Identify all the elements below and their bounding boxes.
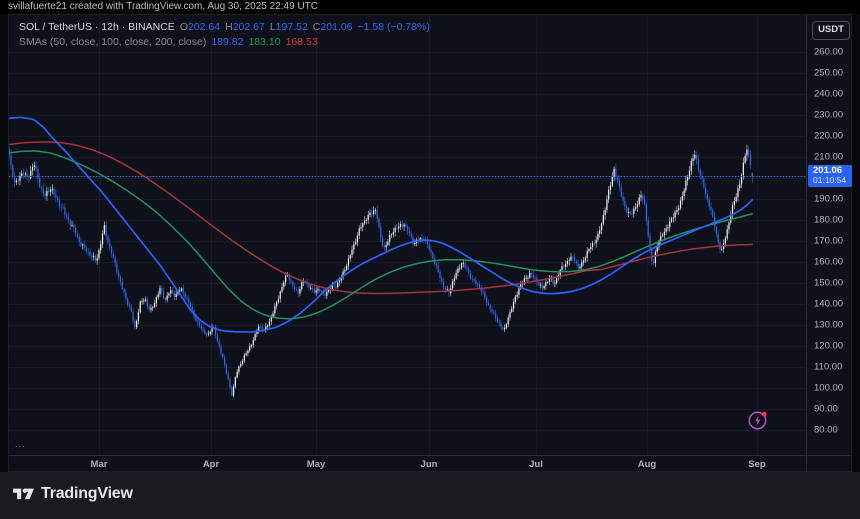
price-scale[interactable]: USDT 260.00 250.00 240.00 230.00 220.00 210.0…	[806, 15, 852, 455]
month-label-jun: Jun	[420, 459, 438, 470]
tradingview-logo-text: TradingView	[41, 485, 133, 502]
price-tick-label: 250.00	[814, 67, 844, 79]
open-value: 202.64	[187, 20, 221, 33]
chart-legend: SOL / TetherUS · 12h · BINANCE O202.64 H…	[19, 19, 430, 49]
time-scale[interactable]: Mar Apr May Jun Jul Aug Sep	[9, 455, 851, 472]
price-tick-label: 90.00	[814, 403, 838, 415]
attribution-text: svillafuerte21 created with TradingView.…	[8, 1, 318, 12]
low-value: 197.52	[275, 20, 308, 33]
tradingview-logo[interactable]: TradingView	[13, 485, 133, 503]
chart-plot-area[interactable]: SOL / TetherUS · 12h · BINANCE O202.64 H…	[9, 15, 806, 455]
low-label: L	[269, 20, 276, 33]
price-tick-label: 240.00	[814, 88, 844, 100]
symbol-title: SOL / TetherUS · 12h · BINANCE	[19, 20, 175, 33]
price-tick-label: 260.00	[814, 46, 844, 58]
month-label-apr: Apr	[202, 459, 220, 470]
sma100-value: 183.10	[248, 35, 281, 48]
price-tick-label: 190.00	[814, 193, 844, 205]
candlestick-canvas[interactable]	[9, 15, 806, 455]
month-label-jul: Jul	[529, 459, 543, 470]
price-tick-label: 140.00	[814, 298, 844, 310]
change-value: −1.58 (−0.78%)	[357, 20, 430, 33]
price-tick-label: 110.00	[814, 361, 843, 373]
last-price-value: 201.06	[813, 165, 843, 176]
axis-separator	[806, 456, 807, 472]
close-value: 201.06	[320, 20, 353, 33]
price-tick-label: 230.00	[814, 109, 844, 121]
price-tick-label: 80.00	[814, 424, 838, 436]
currency-toggle-button[interactable]: USDT	[812, 21, 850, 40]
price-tick-label: 180.00	[814, 214, 844, 226]
price-tick-label: 160.00	[814, 256, 844, 268]
sma200-value: 168.53	[285, 35, 318, 48]
price-tick-label: 220.00	[814, 130, 844, 142]
price-tick-label: 100.00	[814, 382, 844, 394]
sma-label: SMAs (50, close, 100, close, 200, close)	[19, 35, 207, 48]
bar-countdown: 01:10:54	[813, 175, 847, 185]
footer-bar: TradingView	[0, 472, 860, 519]
chart-widget: SOL / TetherUS · 12h · BINANCE O202.64 H…	[8, 14, 852, 472]
high-label: H	[225, 20, 233, 33]
open-label: O	[179, 20, 188, 33]
month-label-mar: Mar	[90, 459, 108, 470]
sma50-value: 189.82	[211, 35, 244, 48]
price-tick-label: 120.00	[814, 340, 844, 352]
sma-legend-row[interactable]: SMAs (50, close, 100, close, 200, close)…	[19, 34, 430, 49]
month-label-sep: Sep	[748, 459, 766, 470]
symbol-legend-row[interactable]: SOL / TetherUS · 12h · BINANCE O202.64 H…	[19, 19, 430, 34]
price-tick-label: 210.00	[814, 151, 844, 163]
lightning-bolt-icon	[748, 411, 767, 430]
month-label-aug: Aug	[637, 459, 657, 470]
notification-dot	[761, 411, 767, 417]
high-value: 202.67	[232, 20, 265, 33]
month-label-may: May	[306, 459, 326, 470]
attribution-bar: svillafuerte21 created with TradingView.…	[0, 0, 860, 14]
price-tick-label: 150.00	[814, 277, 844, 289]
close-label: C	[312, 20, 321, 33]
price-tick-label: 170.00	[814, 235, 844, 247]
lightning-button[interactable]	[747, 409, 769, 431]
tradingview-logo-mark	[13, 487, 34, 499]
price-tick-label: 130.00	[814, 319, 844, 331]
legend-overflow-indicator[interactable]: ...	[15, 439, 26, 449]
last-price-badge: 201.06 01:10:54	[808, 165, 852, 187]
